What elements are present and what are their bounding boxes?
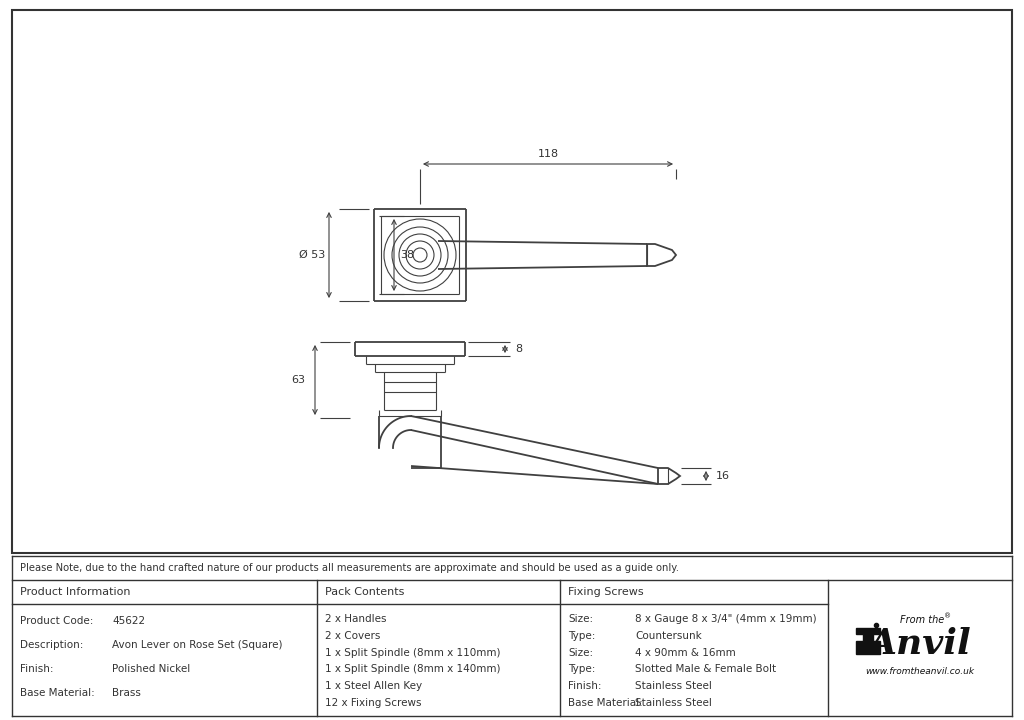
Text: 1 x Split Spindle (8mm x 110mm): 1 x Split Spindle (8mm x 110mm) (325, 648, 501, 658)
Text: Brass: Brass (112, 688, 141, 698)
Text: Base Material:: Base Material: (568, 698, 643, 708)
Text: www.fromtheanvil.co.uk: www.fromtheanvil.co.uk (865, 667, 975, 677)
Text: Avon Lever on Rose Set (Square): Avon Lever on Rose Set (Square) (112, 639, 283, 649)
Text: 4 x 90mm & 16mm: 4 x 90mm & 16mm (635, 648, 736, 658)
Text: 118: 118 (538, 149, 558, 159)
Text: Base Material:: Base Material: (20, 688, 95, 698)
Text: 2 x Handles: 2 x Handles (325, 614, 386, 624)
Text: Please Note, due to the hand crafted nature of our products all measurements are: Please Note, due to the hand crafted nat… (20, 563, 679, 573)
Text: 16: 16 (716, 471, 730, 481)
Text: Product Code:: Product Code: (20, 616, 93, 626)
Polygon shape (856, 628, 880, 654)
Text: Anvil: Anvil (868, 627, 972, 661)
Text: Pack Contents: Pack Contents (325, 587, 404, 597)
Text: 8 x Gauge 8 x 3/4" (4mm x 19mm): 8 x Gauge 8 x 3/4" (4mm x 19mm) (635, 614, 816, 624)
Text: Finish:: Finish: (568, 681, 601, 691)
Text: 12 x Fixing Screws: 12 x Fixing Screws (325, 698, 422, 708)
Text: 1 x Split Spindle (8mm x 140mm): 1 x Split Spindle (8mm x 140mm) (325, 665, 501, 675)
Bar (12, 10, 1012, 553)
Text: Ø 53: Ø 53 (299, 250, 325, 260)
Text: Fixing Screws: Fixing Screws (568, 587, 644, 597)
Text: Stainless Steel: Stainless Steel (635, 681, 712, 691)
Text: Type:: Type: (568, 665, 595, 675)
Text: 1 x Steel Allen Key: 1 x Steel Allen Key (325, 681, 422, 691)
Text: Countersunk: Countersunk (635, 631, 701, 641)
Text: Size:: Size: (568, 614, 593, 624)
Text: Type:: Type: (568, 631, 595, 641)
Text: ®: ® (944, 613, 951, 619)
Text: Stainless Steel: Stainless Steel (635, 698, 712, 708)
Text: Slotted Male & Female Bolt: Slotted Male & Female Bolt (635, 665, 776, 675)
Text: 38: 38 (400, 250, 414, 260)
Text: 2 x Covers: 2 x Covers (325, 631, 380, 641)
Text: 8: 8 (515, 344, 522, 354)
Text: Finish:: Finish: (20, 664, 53, 674)
Text: From the: From the (900, 615, 944, 625)
Text: Product Information: Product Information (20, 587, 130, 597)
Text: Polished Nickel: Polished Nickel (112, 664, 190, 674)
Text: 63: 63 (291, 375, 305, 385)
Text: 45622: 45622 (112, 616, 145, 626)
Text: Size:: Size: (568, 648, 593, 658)
Text: Description:: Description: (20, 639, 83, 649)
